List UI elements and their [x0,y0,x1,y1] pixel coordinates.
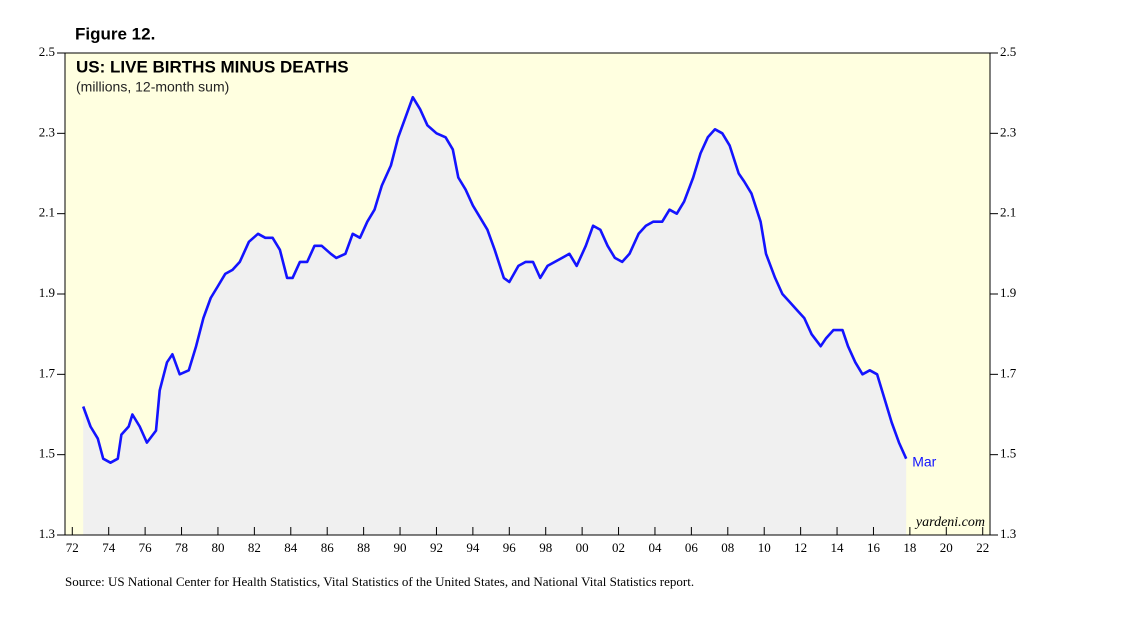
y-tick-label: 1.7 [1000,365,1017,380]
y-tick-label: 2.5 [1000,44,1016,59]
y-tick-label: 1.3 [39,526,55,541]
x-tick-label: 80 [211,540,224,555]
y-tick-label: 1.5 [1000,446,1016,461]
chart-subtitle: (millions, 12-month sum) [76,79,229,95]
y-tick-label: 1.5 [39,446,55,461]
source-note: Source: US National Center for Health St… [65,574,694,589]
x-tick-label: 06 [685,540,699,555]
y-tick-label: 2.5 [39,44,55,59]
y-tick-label: 1.9 [39,285,55,300]
x-tick-label: 84 [284,540,298,555]
line [81,95,908,464]
x-tick-label: 74 [102,540,116,555]
y-tick-label: 2.1 [1000,205,1016,220]
y-tick-label: 2.1 [39,205,55,220]
x-tick-label: 94 [466,540,480,555]
end-label: Mar [912,453,936,469]
x-tick-label: 92 [430,540,443,555]
x-tick-label: 04 [648,540,662,555]
figure-label: Figure 12. [75,24,155,43]
x-tick-label: 72 [66,540,79,555]
x-tick-label: 16 [867,540,881,555]
x-tick-label: 20 [940,540,953,555]
x-tick-label: 96 [503,540,517,555]
y-tick-label: 2.3 [39,124,55,139]
x-tick-label: 18 [903,540,916,555]
x-tick-label: 08 [721,540,734,555]
x-tick-label: 78 [175,540,188,555]
x-tick-label: 88 [357,540,370,555]
area [83,97,907,535]
y-tick-label: 1.7 [39,365,56,380]
watermark: yardeni.com [914,515,985,530]
y-tick-label: 1.9 [1000,285,1016,300]
chart-title: US: LIVE BIRTHS MINUS DEATHS [76,57,349,76]
x-tick-label: 02 [612,540,625,555]
x-tick-label: 82 [248,540,261,555]
x-tick-label: 98 [539,540,552,555]
y-tick-label: 1.3 [1000,526,1016,541]
y-tick-label: 2.3 [1000,124,1016,139]
x-tick-label: 12 [794,540,807,555]
x-tick-label: 76 [139,540,153,555]
x-tick-label: 14 [831,540,845,555]
x-tick-label: 22 [976,540,989,555]
x-tick-label: 10 [758,540,771,555]
x-tick-label: 90 [394,540,407,555]
x-tick-label: 86 [321,540,335,555]
x-tick-label: 00 [576,540,589,555]
